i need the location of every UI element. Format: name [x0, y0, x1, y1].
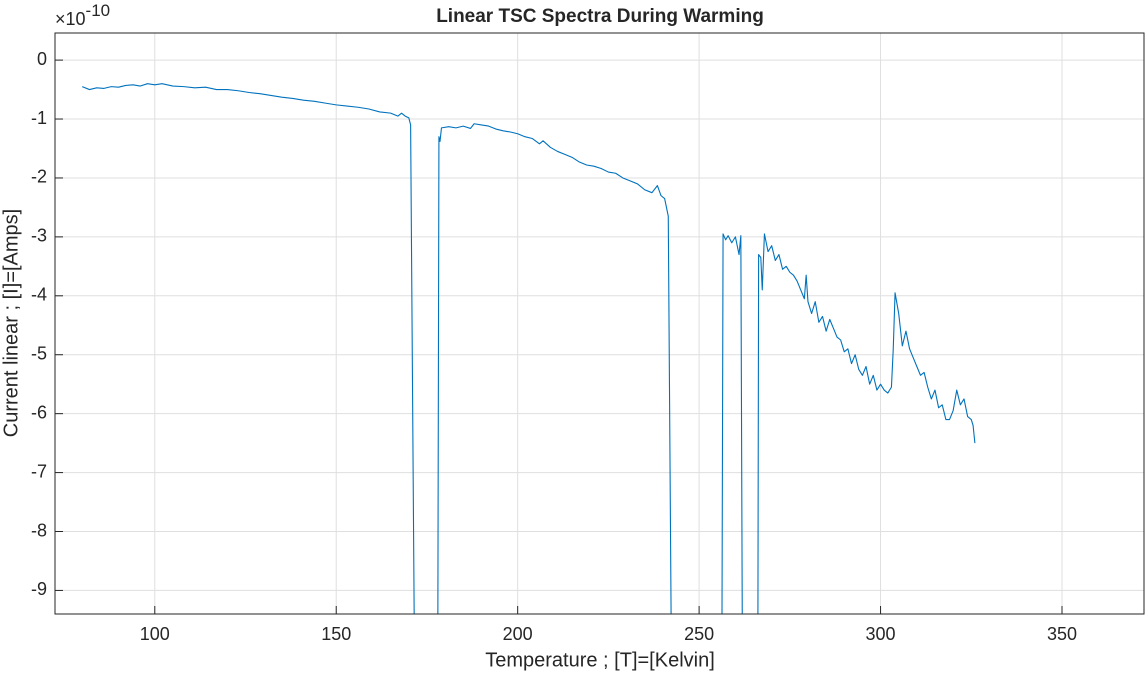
x-axis-title: Temperature ; [T]=[Kelvin]: [485, 649, 715, 671]
y-tick-label: 0: [37, 49, 47, 69]
x-tick-label: 200: [503, 624, 533, 644]
y-tick-label: -9: [31, 579, 47, 599]
y-multiplier-base: ×10: [55, 9, 86, 29]
y-tick-label: -5: [31, 343, 47, 363]
y-axis-title: Current linear ; [I]=[Amps]: [0, 209, 22, 437]
y-tick-label: -4: [31, 285, 47, 305]
y-multiplier-exponent: -10: [86, 1, 111, 20]
y-tick-label: -7: [31, 461, 47, 481]
axes-box: [54, 32, 1145, 615]
x-tick-label: 100: [140, 624, 170, 644]
x-tick-label: 300: [866, 624, 896, 644]
y-tick-label: -2: [31, 167, 47, 187]
y-tick-label: -6: [31, 402, 47, 422]
y-tick-label: -8: [31, 520, 47, 540]
x-tick-label: 350: [1047, 624, 1077, 644]
y-tick-label: -1: [31, 108, 47, 128]
y-multiplier: ×10-10: [55, 1, 110, 28]
x-tick-label: 150: [321, 624, 351, 644]
x-tick-label: 250: [684, 624, 714, 644]
chart-title: Linear TSC Spectra During Warming: [436, 6, 764, 27]
data-line: [82, 83, 976, 614]
y-tick-label: -3: [31, 226, 47, 246]
